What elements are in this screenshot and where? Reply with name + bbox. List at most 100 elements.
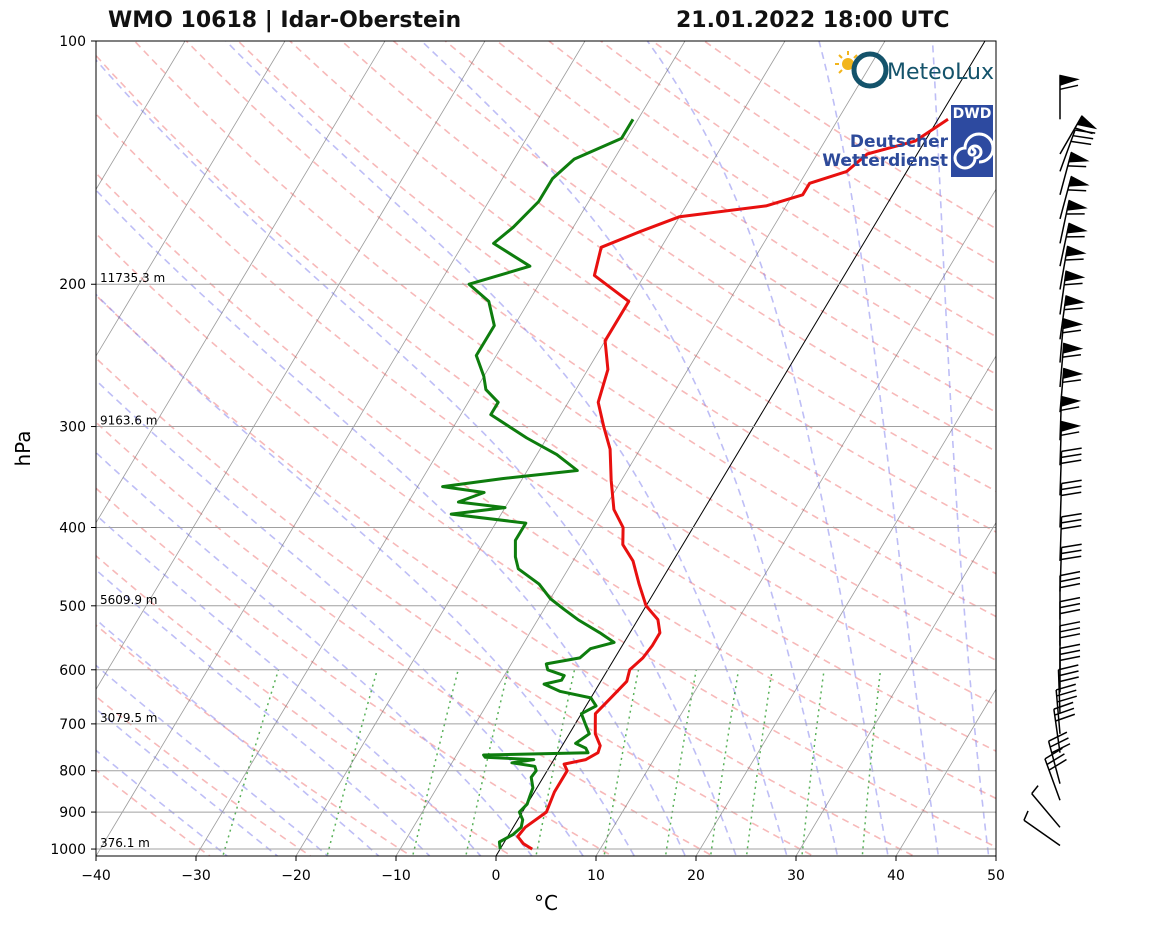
wind-barb-flag [1074, 127, 1093, 135]
dwd-badge: DWD [951, 105, 993, 177]
wind-barb [1059, 295, 1086, 340]
wind-barb-flag [1059, 608, 1081, 615]
wind-barb-flag [1065, 258, 1084, 261]
wind-barb-pennant [1068, 175, 1090, 187]
wind-barb-flag [1031, 785, 1039, 795]
wind-barb [1059, 420, 1082, 466]
plot-frame [95, 40, 997, 857]
wind-barb-flag [1061, 549, 1082, 555]
wind-barb-flag [1061, 447, 1082, 453]
wind-barb-flag [1053, 701, 1074, 710]
wind-barb [1059, 199, 1088, 244]
wind-barb-flag [1060, 459, 1082, 465]
wind-barb-flag [1060, 491, 1082, 497]
dry-adiabat [237, 41, 996, 575]
wind-barb-pennant [1076, 115, 1098, 130]
dry-adiabat [392, 41, 996, 453]
wind-barb-flag [1059, 602, 1081, 609]
wind-barb [1059, 570, 1081, 620]
wind-barb-staff [1059, 516, 1063, 561]
wind-barb [1047, 731, 1071, 784]
wind-barb [1059, 74, 1080, 120]
wind-barb-flag [1070, 140, 1092, 146]
wind-barb-flag [1059, 576, 1081, 583]
dry-adiabat [185, 41, 996, 618]
chart-title-datetime: 21.01.2022 18:00 UTC [676, 8, 950, 33]
chart-series [441, 118, 949, 851]
wind-barb-pennant [1066, 222, 1088, 234]
wind-barb-flag [1059, 582, 1081, 589]
wind-barb-flag [1066, 235, 1085, 238]
wind-barb-pennant [1059, 74, 1080, 86]
sun-icon [835, 51, 889, 89]
isotherm [96, 41, 286, 357]
wind-barb [1059, 512, 1082, 561]
dwd-logo-text: Deutscher Wetterdienst [822, 132, 948, 171]
wind-barb-flag [1059, 84, 1079, 91]
wind-barb-flag [1062, 379, 1081, 384]
wind-barb-flag [1059, 649, 1081, 656]
isotherm [96, 41, 386, 524]
wind-barb-flag [1061, 543, 1082, 549]
dry-adiabat [341, 41, 996, 493]
wind-barb-pennant [1062, 367, 1084, 379]
wind-barb [1057, 664, 1079, 714]
wind-barb-staff [1059, 483, 1063, 528]
x-tick-label: −20 [281, 868, 311, 884]
wind-barb-flag [1059, 655, 1081, 662]
height-label: 11735.3 m [100, 271, 165, 285]
height-label: 5609.9 m [100, 593, 158, 607]
y-tick-label: 200 [59, 277, 86, 293]
wind-barb-flag [1060, 406, 1080, 412]
x-tick-label: 40 [887, 868, 905, 884]
y-tick-label: 500 [59, 599, 86, 615]
isotherm [96, 41, 586, 856]
meteolux-logo-text: MeteoLux [887, 60, 994, 85]
dry-adiabat [96, 172, 996, 800]
wind-barb-flag [1051, 743, 1071, 754]
wind-barb-flag [1046, 753, 1065, 766]
wind-barb-flag [1060, 555, 1082, 561]
wind-barb-pennant [1060, 420, 1082, 432]
mixing-ratio-line [535, 669, 576, 856]
moist-adiabat [96, 189, 687, 856]
wind-barb-pennant [1060, 395, 1082, 407]
wind-barb-staff [1059, 451, 1063, 496]
isotherm [695, 355, 996, 856]
wind-barb-flag [1058, 676, 1079, 683]
height-label: 376.1 m [100, 836, 150, 850]
dry-adiabat [289, 41, 996, 533]
wind-barb [1031, 785, 1061, 828]
y-tick-label: 700 [59, 717, 86, 733]
dry-adiabat [96, 357, 815, 856]
wind-barb-flag [1059, 643, 1081, 650]
moist-adiabat [818, 41, 940, 856]
wind-barb-flag [1061, 485, 1082, 491]
x-tick-label: −40 [81, 868, 111, 884]
isotherm [96, 41, 186, 191]
wind-barb-flag [1061, 518, 1082, 524]
spiral-icon [953, 132, 993, 170]
wind-barb-flag [1059, 596, 1081, 603]
wind-barb-flag [1061, 512, 1082, 518]
temperature-profile-line [516, 118, 949, 851]
isotherm [195, 41, 686, 856]
zero-isotherm [495, 41, 986, 856]
chart-title-station: WMO 10618 | Idar-Oberstein [108, 8, 462, 33]
wind-barb-flag [1064, 282, 1083, 286]
wind-barb [1059, 245, 1087, 290]
wind-barb [1059, 222, 1088, 267]
wind-barb-flag [1061, 479, 1082, 485]
wind-barb-flag [1066, 213, 1085, 215]
wind-barb [1059, 479, 1082, 528]
isotherm [995, 855, 996, 856]
mixing-ratio-line [603, 669, 640, 856]
wind-barb-flag [1023, 810, 1029, 821]
x-tick-label: 10 [587, 868, 605, 884]
moist-adiabat [96, 749, 229, 856]
wind-barb-staff [1059, 129, 1076, 172]
wind-barb-pennant [1066, 199, 1088, 211]
mixing-ratio-line [709, 669, 740, 856]
wind-barb-pennant [1062, 318, 1084, 330]
moist-adiabat [225, 41, 788, 856]
